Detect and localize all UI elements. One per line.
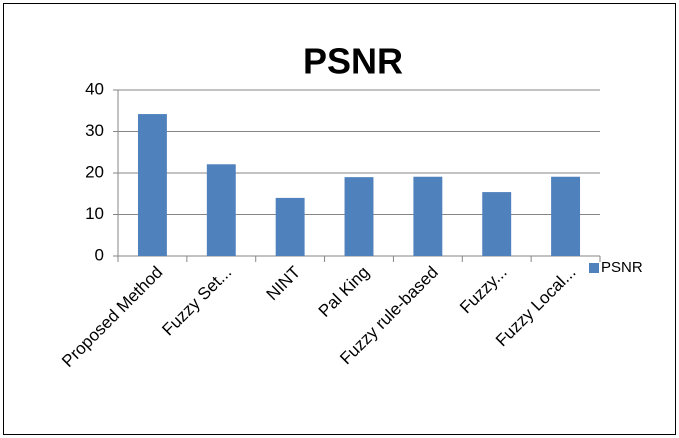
bar xyxy=(482,192,512,256)
bar xyxy=(344,177,374,256)
legend-swatch xyxy=(589,263,599,273)
y-tick-label: 10 xyxy=(85,204,104,223)
y-tick-label: 0 xyxy=(95,245,104,264)
y-tick-label: 20 xyxy=(85,162,104,181)
y-tick-label: 40 xyxy=(85,79,104,98)
y-tick-label: 30 xyxy=(85,121,104,140)
bar xyxy=(413,176,443,256)
bar xyxy=(206,164,236,256)
bar xyxy=(275,197,305,256)
legend-label: PSNR xyxy=(601,259,643,276)
bar xyxy=(551,176,581,256)
bar xyxy=(137,114,167,256)
chart-title: PSNR xyxy=(303,41,403,82)
